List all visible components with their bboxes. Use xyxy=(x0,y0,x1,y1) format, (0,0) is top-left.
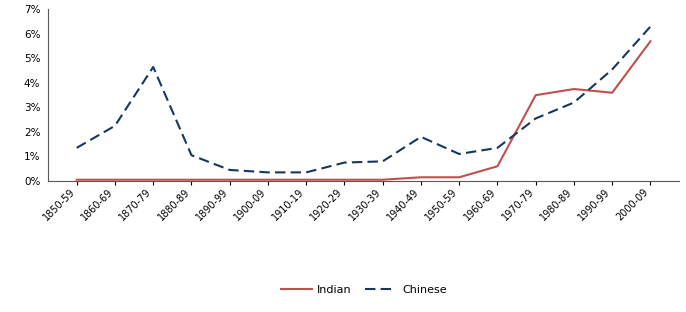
Indian xyxy=(646,39,654,43)
Chinese xyxy=(417,135,425,139)
Indian xyxy=(187,178,196,182)
Line: Indian: Indian xyxy=(77,41,650,180)
Indian xyxy=(302,178,310,182)
Indian xyxy=(417,175,425,179)
Chinese xyxy=(226,168,234,172)
Indian xyxy=(608,91,616,95)
Indian xyxy=(226,178,234,182)
Chinese xyxy=(646,25,654,28)
Indian xyxy=(73,178,81,182)
Indian xyxy=(455,175,463,179)
Chinese xyxy=(149,65,157,69)
Indian xyxy=(149,178,157,182)
Chinese xyxy=(187,154,196,157)
Indian xyxy=(340,178,348,182)
Chinese xyxy=(340,161,348,164)
Chinese xyxy=(73,146,81,150)
Chinese xyxy=(379,159,387,163)
Indian xyxy=(532,93,540,97)
Chinese xyxy=(608,68,616,71)
Indian xyxy=(379,178,387,182)
Chinese xyxy=(111,124,119,128)
Indian xyxy=(264,178,272,182)
Legend: Indian, Chinese: Indian, Chinese xyxy=(276,281,451,300)
Chinese xyxy=(493,146,501,150)
Chinese xyxy=(455,152,463,156)
Indian xyxy=(111,178,119,182)
Chinese xyxy=(570,101,578,105)
Indian xyxy=(570,87,578,91)
Line: Chinese: Chinese xyxy=(77,27,650,173)
Chinese xyxy=(532,117,540,120)
Chinese xyxy=(264,171,272,174)
Chinese xyxy=(302,171,310,174)
Indian xyxy=(493,164,501,168)
